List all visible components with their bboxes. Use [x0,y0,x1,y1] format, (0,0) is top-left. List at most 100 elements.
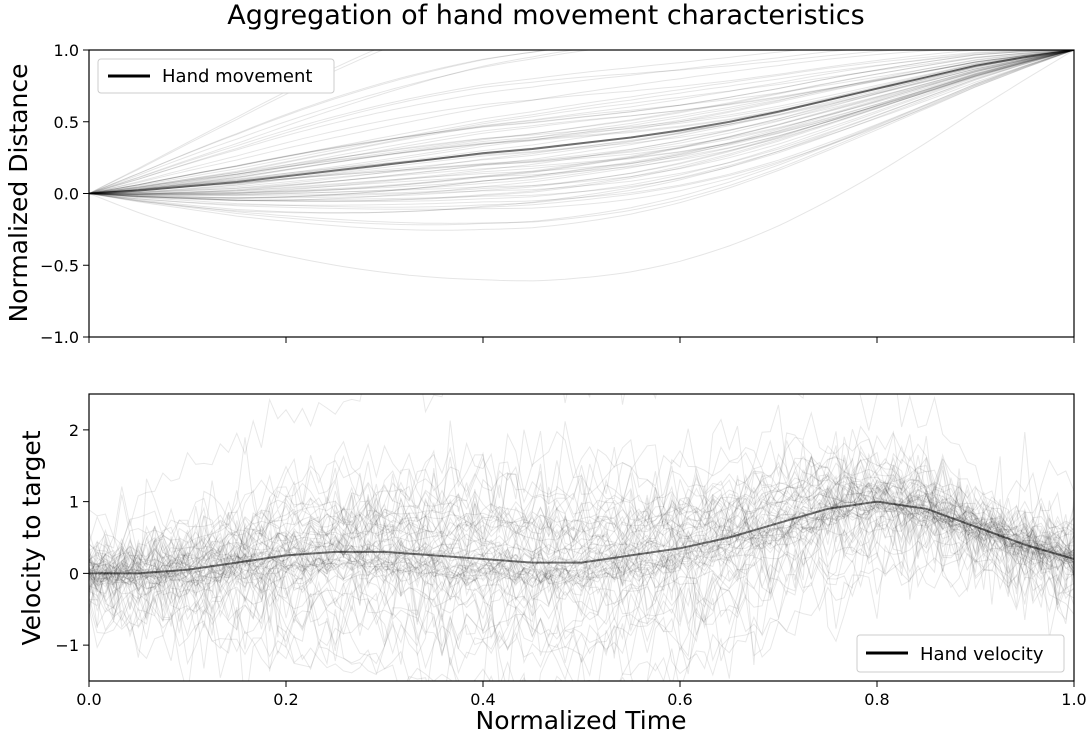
trajectory-line [89,444,1074,628]
trajectory-line [89,50,1074,194]
trajectory-line [89,492,1074,591]
distance-y-ticks: 1.0 0.5 0.0 −0.5 −1.0 [40,41,89,347]
trajectory-line [89,492,1074,582]
y-tick-label: 2 [69,421,79,440]
trajectory-line [89,544,1074,681]
trajectory-line [89,50,1074,208]
trajectory-line [89,545,1074,681]
y-tick-label: −1 [55,636,79,655]
trajectory-line [89,516,1074,662]
trajectory-line [89,445,1074,582]
trajectory-line [89,50,1074,195]
distance-y-label: Normalized Distance [4,63,33,322]
trajectory-line [89,500,1074,596]
trajectory-line [89,50,1074,202]
trajectory-line [89,50,1074,194]
series-line [89,50,1074,195]
trajectory-line [89,50,1074,195]
trajectory-line [89,474,1074,619]
trajectory-line [89,498,1074,596]
trajectory-line [89,50,1074,197]
trajectory-line [89,484,1074,576]
velocity-axes-frame [88,393,1075,682]
trajectory-line [89,539,1074,665]
trajectory-line [89,50,1074,214]
trajectory-line [89,497,1074,593]
trajectory-line [89,487,1074,617]
distance-x-ticks [88,337,1075,343]
trajectory-line [89,465,1074,615]
trajectory-line [89,50,1074,194]
trajectory-line [89,50,1074,200]
trajectory-line [89,50,1074,194]
x-tick-label: 0.8 [864,690,889,709]
trajectory-line [89,50,1074,282]
x-tick-label: 1.0 [1061,690,1086,709]
trajectory-line [89,50,1074,194]
trajectory-line [89,485,1074,590]
trajectory-line [89,497,1074,640]
trajectory-line [89,483,1074,603]
figure-title: Aggregation of hand movement characteris… [227,0,865,31]
trajectory-line [89,50,1074,194]
velocity-x-label: Normalized Time [476,706,687,735]
trajectory-line [89,474,1074,590]
trajectory-line [89,50,1074,194]
trajectory-line [89,50,1074,196]
trajectory-line [89,50,1074,195]
trajectory-line [89,50,1074,194]
x-tick-label: 0.0 [76,690,101,709]
trajectory-line [89,50,1074,194]
trajectory-line [89,50,1074,194]
trajectory-line [89,482,1074,572]
trajectory-line [89,50,1074,194]
x-tick-label: 0.4 [470,690,495,709]
y-tick-label: 0.0 [54,185,79,204]
trajectory-line [89,434,1074,579]
trajectory-line [89,50,1074,194]
trajectory-line [89,494,1074,608]
trajectory-line [89,50,1074,195]
trajectory-line [89,50,1074,196]
trajectory-line [89,458,1074,594]
trajectory-line [89,50,1074,194]
velocity-legend: Hand velocity [856,634,1065,673]
trajectory-line [89,494,1074,579]
trajectory-line [89,411,1074,552]
trajectory-line [89,50,1074,194]
trajectory-line [89,500,1074,600]
trajectory-line [89,50,1074,196]
trajectory-line [89,50,1074,214]
trajectory-line [89,50,1074,194]
trajectory-line [89,50,1074,194]
trajectory-line [89,505,1074,681]
trajectory-line [89,50,1074,194]
trajectory-line [89,50,1074,194]
trajectory-line [89,474,1074,575]
trajectory-line [89,440,1074,597]
trajectory-line [89,465,1074,632]
trajectory-line [89,50,1074,195]
trajectory-line [89,50,1074,196]
trajectory-line [89,50,1074,194]
trajectory-line [89,50,1074,194]
trajectory-line [89,50,1074,202]
trajectory-line [89,514,1074,664]
trajectory-line [89,445,1074,574]
y-tick-label: −1.0 [40,328,79,347]
y-tick-label: 1.0 [54,41,79,60]
trajectory-line [89,50,1074,194]
trajectory-line [89,50,1074,201]
trajectory-line [89,502,1074,592]
trajectory-line [89,50,1074,194]
series-line [89,500,1074,575]
trajectory-line [89,487,1074,635]
trajectory-line [89,50,1074,194]
trajectory-line [89,50,1074,206]
trajectory-line [89,460,1074,569]
trajectory-line [89,394,1074,539]
x-tick-label: 0.6 [667,690,692,709]
trajectory-line [89,505,1074,590]
distance-legend-box [97,58,335,94]
